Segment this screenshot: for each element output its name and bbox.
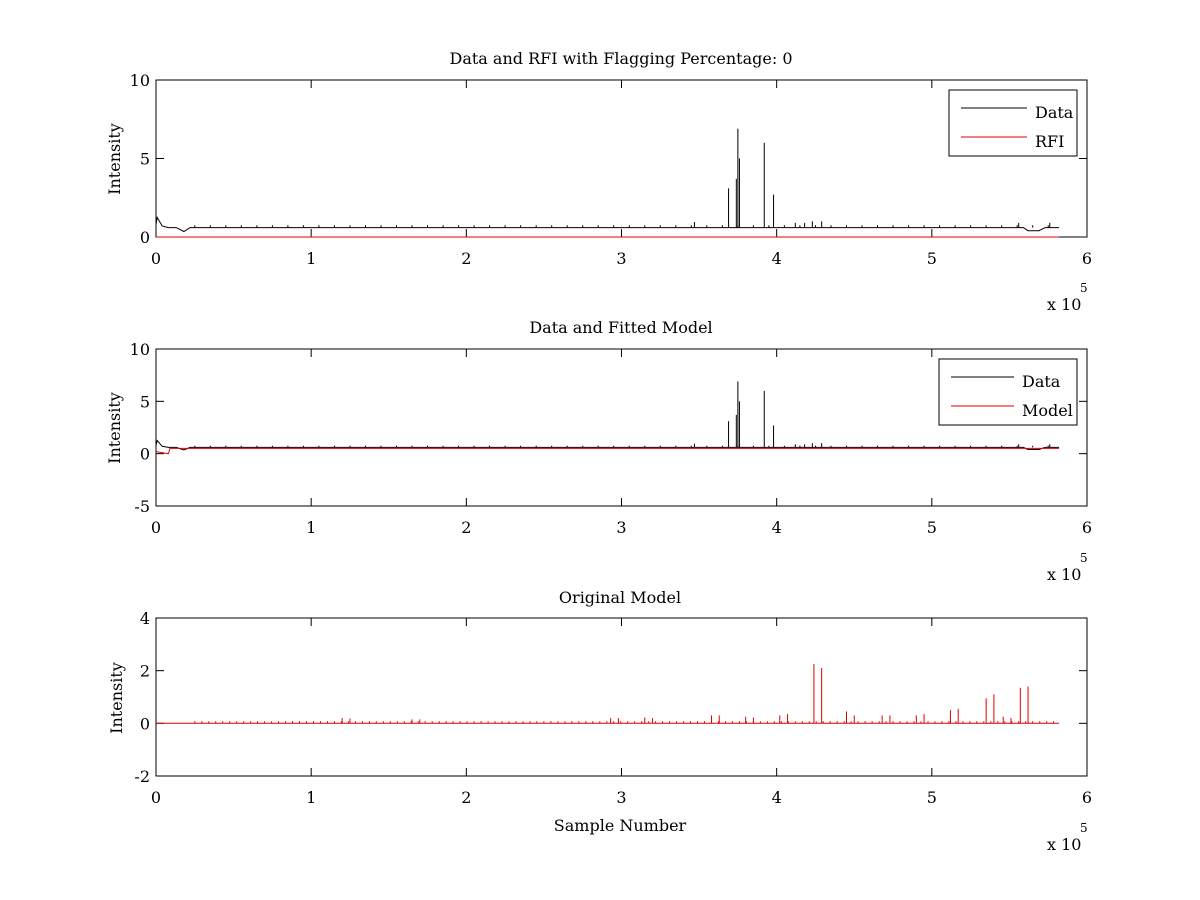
subplot-3-xtick-label: 5 — [927, 788, 937, 807]
subplot-1-ylabel: Intensity — [105, 123, 124, 195]
subplot-2-xtick-label: 4 — [772, 518, 782, 537]
subplot-2-x-multiplier: x 10 — [1047, 565, 1081, 584]
subplot-1-x-multiplier-base: x 10 — [1047, 295, 1081, 314]
subplot-1-ytick-label: 0 — [140, 228, 150, 247]
subplot-1-legend-rfi-label: RFI — [1035, 132, 1064, 151]
subplot-1-legend-data-label: Data — [1035, 103, 1074, 122]
subplot-3-xlabel: Sample Number — [554, 816, 687, 835]
subplot-2-legend-box — [938, 358, 1078, 426]
subplot-2-ytick-label: 5 — [140, 392, 150, 411]
subplot-2-legend-data-label: Data — [1022, 372, 1061, 391]
subplot-2-xtick-label: 5 — [927, 518, 937, 537]
subplot-3-ytick-label: 4 — [140, 609, 150, 628]
subplot-2-ytick-label: 0 — [140, 445, 150, 464]
subplot-1-series-data-minor-spikes — [194, 225, 1049, 228]
subplot-1: Data and RFI with Flagging Percentage: 0… — [105, 49, 1092, 314]
subplot-1-ytick-label: 5 — [140, 150, 150, 169]
subplot-2-ytick-label: -5 — [134, 497, 150, 516]
subplot-1-legend-box — [948, 89, 1078, 157]
subplot-1-ytick-label: 10 — [130, 71, 150, 90]
subplot-3-xtick-label: 2 — [461, 788, 471, 807]
subplot-1-x-multiplier: x 10 — [1047, 295, 1081, 314]
subplot-2-ylabel: Intensity — [105, 392, 124, 464]
subplot-3-x-multiplier-base: x 10 — [1047, 835, 1081, 854]
subplot-1-xtick-label: 4 — [772, 249, 782, 268]
subplot-2-xtick-label: 2 — [461, 518, 471, 537]
subplot-3-axes-box — [155, 617, 1088, 777]
subplot-1-xtick-label: 2 — [461, 249, 471, 268]
subplot-1-plot-area: 0 1 2 3 4 5 6 0 5 10 — [130, 71, 1092, 268]
subplot-1-xtick-label: 5 — [927, 249, 937, 268]
subplot-2-legend: Data Model — [938, 358, 1078, 426]
subplot-2-title: Data and Fitted Model — [529, 318, 712, 337]
subplot-3-ytick-label: -2 — [134, 767, 150, 786]
subplot-1-title: Data and RFI with Flagging Percentage: 0 — [449, 49, 792, 68]
subplot-2-axes-box — [155, 348, 1088, 507]
subplot-2-xtick-label: 3 — [616, 518, 626, 537]
subplot-1-xtick-label: 6 — [1082, 249, 1092, 268]
subplot-1-xtick-label: 3 — [616, 249, 626, 268]
subplot-3-ytick-label: 2 — [140, 662, 150, 681]
subplot-3-xtick-label: 6 — [1082, 788, 1092, 807]
subplot-3-xtick-label: 4 — [772, 788, 782, 807]
subplot-2-xtick-label: 1 — [306, 518, 316, 537]
subplot-2-xtick-label: 0 — [151, 518, 161, 537]
subplot-3-series-0-minor-spikes — [194, 721, 1055, 724]
subplot-1-xtick-label: 0 — [151, 249, 161, 268]
subplot-1-series-data-line — [155, 215, 1060, 233]
subplot-2-series-model-line — [155, 447, 1060, 455]
subplot-3-title: Original Model — [559, 588, 681, 607]
subplot-3-xtick-label: 1 — [306, 788, 316, 807]
subplot-3-ytick-label: 0 — [140, 714, 150, 733]
subplot-2-x-multiplier-base: x 10 — [1047, 565, 1081, 584]
subplot-1-legend: Data RFI — [948, 89, 1078, 157]
subplot-2-series-data-minor-spikes — [194, 445, 1049, 448]
subplot-3-xtick-label: 0 — [151, 788, 161, 807]
subplot-3-x-multiplier: x 10 — [1047, 835, 1081, 854]
subplot-3-x-multiplier-exponent: 5 — [1080, 821, 1088, 835]
subplot-2-ytick-label: 10 — [130, 340, 150, 359]
subplot-1-x-multiplier-exponent: 5 — [1080, 281, 1088, 295]
subplot-1-xtick-label: 1 — [306, 249, 316, 268]
subplot-2-xtick-label: 6 — [1082, 518, 1092, 537]
subplot-2-legend-model-label: Model — [1022, 401, 1073, 420]
subplot-2-x-multiplier-exponent: 5 — [1080, 551, 1088, 565]
subplot-3-ylabel: Intensity — [107, 662, 126, 734]
subplot-2: Data and Fitted Model Intensity 0 1 2 3 4 5 6 -… — [105, 318, 1092, 584]
subplot-3-xtick-label: 3 — [616, 788, 626, 807]
subplot-1-axes-box — [155, 79, 1088, 238]
